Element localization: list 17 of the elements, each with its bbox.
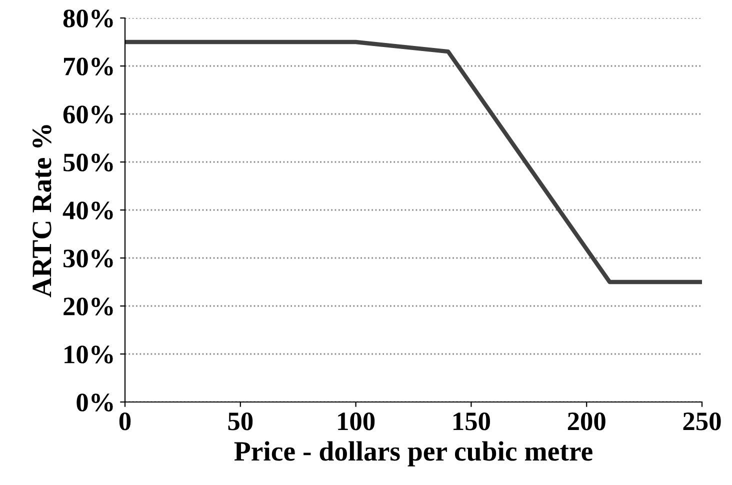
y-tick-label: 60% xyxy=(63,106,113,124)
y-tick-label: 20% xyxy=(64,298,113,316)
y-tick-label: 80% xyxy=(63,10,113,28)
x-tick-label: 50 xyxy=(228,412,253,430)
y-tick-label: 30% xyxy=(63,250,113,268)
y-tick-label: 50% xyxy=(64,154,113,172)
y-axis-title: ARTC Rate % xyxy=(32,125,52,298)
y-tick-label: 70% xyxy=(64,58,113,76)
x-axis-title: Price - dollars per cubic metre xyxy=(234,441,592,466)
y-tick-label: 40% xyxy=(62,202,113,220)
y-tick-label: 10% xyxy=(64,346,113,364)
x-tick-label: 100 xyxy=(338,412,375,430)
y-tick-label: 0% xyxy=(76,394,113,412)
x-tick-label: 200 xyxy=(568,412,606,430)
x-tick-label: 150 xyxy=(454,412,490,430)
x-tick-label: 250 xyxy=(683,412,721,430)
x-tick-label: 0 xyxy=(119,412,131,430)
